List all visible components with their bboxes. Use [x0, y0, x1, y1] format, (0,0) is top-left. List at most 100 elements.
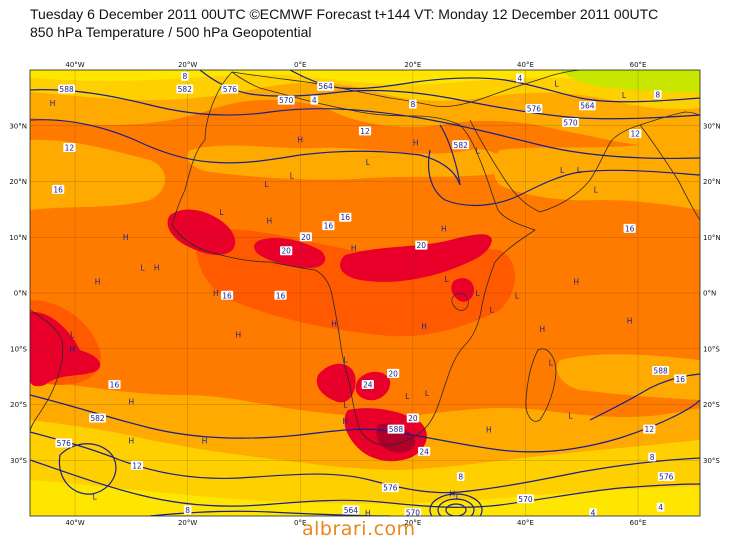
pale-yellow-top [30, 70, 700, 87]
temperature-label-bg [629, 129, 642, 139]
temperature-label-bg [358, 126, 372, 136]
low-center-marker: L [622, 91, 627, 100]
temperature-label-bg [220, 290, 234, 300]
geopotential-label: 570 [518, 495, 533, 504]
geopotential-label: 588 [653, 367, 668, 376]
temperature-label-bg [653, 90, 662, 100]
sahara-light-orange [186, 145, 520, 180]
geopotential-label-bg [221, 84, 239, 94]
high-center-marker: H [331, 319, 337, 328]
contour-588-north [30, 89, 700, 160]
temperature-label-bg [516, 73, 524, 83]
geopotential-label: 564 [318, 82, 333, 91]
high-center-marker: H [365, 509, 371, 518]
high-center-marker: H [50, 99, 56, 108]
geopotential-label: 588 [389, 425, 404, 434]
low-center-marker: L [577, 166, 582, 175]
temperature-label-bg [415, 240, 428, 250]
low-center-marker: L [219, 208, 224, 217]
low-center-marker: L [93, 492, 98, 501]
temperature-label-bg [589, 508, 597, 516]
high-center-marker: H [123, 233, 129, 242]
low-center-marker: L [554, 80, 559, 89]
contour-588-south [589, 373, 700, 421]
lon-tick-bottom: 40°W [65, 519, 84, 527]
temperature-label: 24 [363, 380, 373, 389]
high-center-marker: H [95, 278, 101, 287]
map-border [29, 69, 701, 517]
low-center-marker: L [456, 492, 461, 501]
contour-564-north [289, 70, 700, 103]
temperature-label-bg [183, 505, 192, 515]
temperature-label-bg [274, 290, 287, 300]
low-center-marker: L [405, 392, 410, 401]
high-center-marker: H [540, 325, 546, 334]
lat-tick-left: 10°N [9, 234, 27, 242]
contour-low-ring-2 [437, 498, 475, 516]
temperature-label: 16 [324, 222, 334, 231]
low-center-marker: L [366, 158, 371, 167]
temperature-label: 12 [65, 144, 75, 153]
temperature-label-bg [648, 452, 656, 462]
temperature-label-bg [108, 379, 121, 389]
contour-582-south [30, 394, 700, 453]
contour-582-middle [30, 119, 461, 186]
geopotential-label: 576 [57, 439, 72, 448]
geopotential-label: 582 [90, 414, 105, 423]
geopotential-label: 564 [344, 506, 359, 515]
temperature-label-bg [623, 223, 636, 233]
south-yellow [30, 420, 700, 516]
geopotential-label: 570 [563, 118, 578, 127]
coastlines [30, 70, 700, 446]
temperature-label: 8 [410, 100, 415, 109]
low-center-marker: L [343, 400, 348, 409]
madagascar-coast [525, 348, 557, 422]
geopotential-label-bg [387, 424, 405, 434]
geopotential-label-bg [578, 101, 596, 111]
temperature-label: 16 [341, 213, 351, 222]
light-yellow-north [30, 70, 700, 110]
lat-tick-left: 30°N [9, 122, 27, 130]
geopotential-label: 576 [527, 105, 542, 114]
temperature-label: 4 [312, 96, 317, 105]
high-center-marker: H [441, 225, 447, 234]
temperature-label: 8 [655, 91, 660, 100]
high-center-marker: H [235, 331, 241, 340]
red-east-africa [451, 278, 475, 302]
high-center-marker: H [129, 437, 135, 446]
low-center-marker: L [549, 358, 554, 367]
temperature-label: 16 [276, 291, 286, 300]
geopotential-label: 588 [59, 85, 74, 94]
watermark-text: albrari.com [302, 518, 416, 540]
geopotential-label-bg [652, 366, 669, 376]
low-center-marker: L [445, 275, 450, 284]
temperature-label-bg [418, 446, 431, 456]
temperature-label: 12 [630, 130, 640, 139]
geopotential-label-bg [89, 413, 106, 423]
map-title-line1: Tuesday 6 December 2011 00UTC ©ECMWF For… [30, 6, 659, 22]
temperature-label: 20 [417, 241, 427, 250]
temperature-label: 20 [281, 247, 291, 256]
arabia-coast [469, 111, 700, 213]
geopotential-label-bg [381, 483, 399, 493]
temperature-label: 24 [419, 447, 429, 456]
geopotential-label-bg [277, 95, 295, 105]
temperature-label-bg [656, 502, 665, 512]
high-center-marker: H [421, 322, 427, 331]
lat-tick-left: 20°S [10, 401, 27, 409]
geopotential-label: 582 [178, 85, 193, 94]
temperature-label: 4 [517, 74, 522, 83]
low-center-marker: L [264, 180, 269, 189]
geopotential-label: 570 [279, 96, 294, 105]
geopotential-label: 576 [659, 472, 674, 481]
high-center-marker: H [449, 489, 455, 498]
geopotential-label-bg [58, 84, 75, 94]
temperature-label-bg [63, 143, 76, 153]
high-center-marker: H [351, 244, 357, 253]
geopotential-label: 576 [223, 85, 238, 94]
low-center-marker: L [594, 186, 599, 195]
contour-low-ring-1 [445, 503, 467, 516]
high-center-marker: H [202, 437, 208, 446]
lon-tick-bottom: 20°E [404, 519, 421, 527]
lon-tick-top: 40°E [517, 61, 534, 69]
